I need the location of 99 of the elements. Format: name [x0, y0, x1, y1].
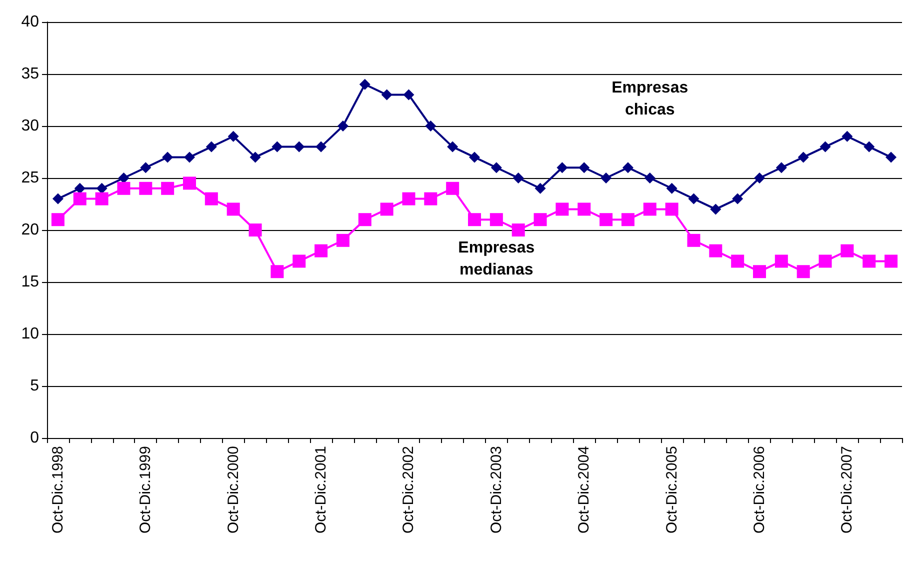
point: [468, 213, 481, 226]
point: [600, 172, 612, 184]
point: [490, 162, 502, 174]
y-tick-label: 20: [21, 222, 40, 238]
y-tick-label: 35: [21, 66, 40, 82]
point: [139, 182, 152, 195]
point: [206, 141, 217, 152]
point: [337, 120, 348, 132]
point: [447, 141, 458, 152]
point: [886, 152, 897, 163]
point: [162, 152, 174, 163]
x-tick-label: Oct-Dic.2007: [838, 446, 856, 534]
point: [578, 162, 590, 174]
point: [250, 152, 261, 163]
point: [380, 202, 394, 216]
point: [665, 202, 678, 216]
point: [688, 193, 700, 204]
point: [292, 254, 306, 268]
point: [840, 244, 854, 258]
point: [820, 141, 831, 152]
point: [381, 89, 392, 100]
point: [776, 162, 787, 174]
series-label: Empresas medianas: [458, 240, 535, 279]
point: [884, 254, 898, 268]
y-tick-label: 10: [21, 326, 40, 342]
point: [248, 224, 262, 236]
point: [643, 202, 656, 216]
point: [600, 213, 613, 226]
x-tick-label: Oct-Dic.2006: [751, 446, 768, 534]
point: [644, 172, 656, 184]
y-tick-label: 25: [21, 170, 40, 186]
point: [621, 213, 634, 226]
point: [161, 182, 174, 195]
x-tick-label: Oct-Dic.2001: [312, 446, 330, 534]
point: [117, 182, 130, 195]
point: [183, 176, 196, 190]
point: [316, 141, 327, 152]
point: [358, 213, 372, 226]
point: [490, 213, 503, 226]
point: [314, 244, 328, 258]
point: [95, 192, 108, 206]
point: [774, 254, 788, 268]
point: [118, 172, 130, 184]
point: [556, 162, 568, 174]
point: [512, 224, 525, 236]
point: [753, 265, 766, 278]
point: [862, 254, 876, 268]
point: [842, 130, 853, 142]
point: [424, 192, 438, 206]
point: [52, 193, 64, 204]
point: [687, 234, 700, 247]
point: [796, 265, 810, 278]
x-tick-label: Oct-Dic.2003: [488, 446, 505, 534]
point: [469, 152, 480, 163]
point: [403, 89, 414, 100]
point: [732, 193, 744, 204]
point: [666, 182, 678, 194]
x-tick-label: Oct-Dic.2002: [400, 446, 418, 534]
y-tick-label: 5: [30, 378, 40, 394]
point: [446, 182, 460, 195]
point: [709, 244, 722, 258]
point: [272, 141, 283, 152]
point: [534, 213, 547, 226]
point: [512, 172, 524, 184]
x-tick-label: Oct-Dic.2005: [663, 446, 680, 534]
point: [798, 152, 809, 163]
point: [622, 162, 634, 174]
point: [270, 265, 284, 278]
x-tick-label: Oct-Dic.1999: [137, 446, 154, 534]
point: [96, 182, 108, 194]
point: [226, 202, 240, 216]
point: [818, 254, 832, 268]
y-tick-label: 15: [21, 274, 40, 290]
point: [140, 162, 152, 174]
x-tick-label: Oct-Dic.2000: [224, 446, 242, 534]
point: [73, 192, 86, 206]
point: [556, 202, 569, 216]
x-tick-label: Oct-Dic.2004: [576, 446, 593, 534]
point: [731, 254, 744, 268]
point: [51, 213, 64, 226]
point: [710, 204, 722, 215]
point: [754, 172, 765, 184]
point: [864, 141, 875, 152]
point: [402, 192, 416, 206]
y-tick-label: 30: [21, 118, 40, 134]
text: Empresas chicas: [612, 79, 688, 118]
x-tick-label: Oct-Dic.1998: [49, 446, 66, 534]
point: [425, 120, 436, 132]
point: [204, 192, 218, 206]
point: [184, 152, 195, 163]
point: [578, 202, 591, 216]
y-tick-label: 40: [21, 14, 40, 30]
point: [228, 130, 239, 142]
point: [336, 234, 350, 247]
point: [359, 78, 370, 90]
point: [294, 141, 305, 152]
point: [534, 182, 546, 194]
y-tick-label: 0: [30, 430, 40, 446]
point: [74, 182, 86, 194]
